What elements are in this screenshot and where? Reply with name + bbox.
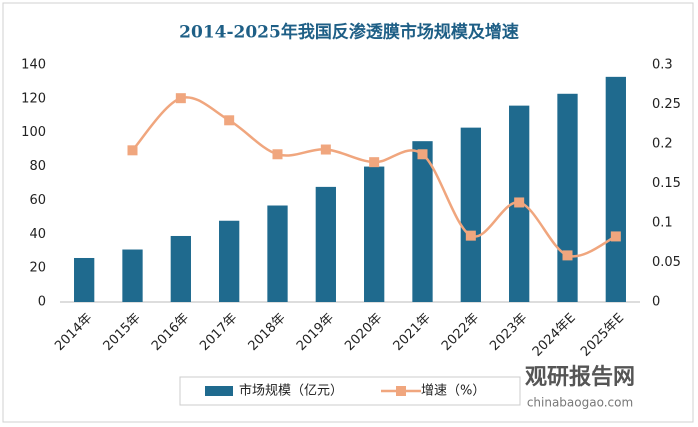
bar [605,76,626,302]
legend-label: 市场规模（亿元） [239,383,343,399]
bar [557,93,578,303]
line-marker [127,145,138,156]
y-tick-label: 20 [29,261,46,276]
watermark: 观研报告网 [525,365,635,390]
bar [74,257,95,302]
legend-swatch [205,386,233,396]
y-tick-label: 80 [29,159,46,174]
bar [170,235,191,302]
bar [122,249,143,302]
line-marker [369,157,380,168]
y2-tick-label: 0.05 [652,255,681,270]
y2-tick-label: 0.2 [652,137,673,152]
line-marker [465,230,476,241]
legend-swatch [396,386,406,396]
y2-tick-label: 0.1 [652,216,673,231]
chart-title: 2014-2025年我国反渗透膜市场规模及增速 [179,22,519,43]
legend-box [179,376,521,406]
line-marker [417,149,428,160]
line-marker [175,93,186,104]
line-marker [272,149,283,160]
line [131,96,617,258]
y-tick-label: 120 [21,91,46,106]
bar [412,141,433,302]
y2-tick-label: 0.25 [652,97,681,112]
line-marker [224,115,235,126]
y-tick-label: 40 [29,227,46,242]
y2-tick-label: 0.15 [652,176,681,191]
line-marker [610,231,621,242]
line-marker [514,197,525,208]
y-tick-label: 60 [29,193,46,208]
line-marker [320,144,331,155]
legend-label: 增速（%） [421,384,485,399]
y-tick-label: 0 [38,295,46,310]
bar [219,220,240,302]
line-marker [562,250,573,261]
bar [364,166,385,302]
bar [267,205,288,302]
bar [315,186,336,302]
y2-tick-label: 0 [652,295,660,310]
y-tick-label: 140 [21,58,46,73]
watermark-url: chinabaogao.com [527,396,633,410]
y2-tick-label: 0.3 [652,58,673,73]
chart-border [2,2,694,423]
y-tick-label: 100 [21,125,46,140]
bar [460,127,481,302]
